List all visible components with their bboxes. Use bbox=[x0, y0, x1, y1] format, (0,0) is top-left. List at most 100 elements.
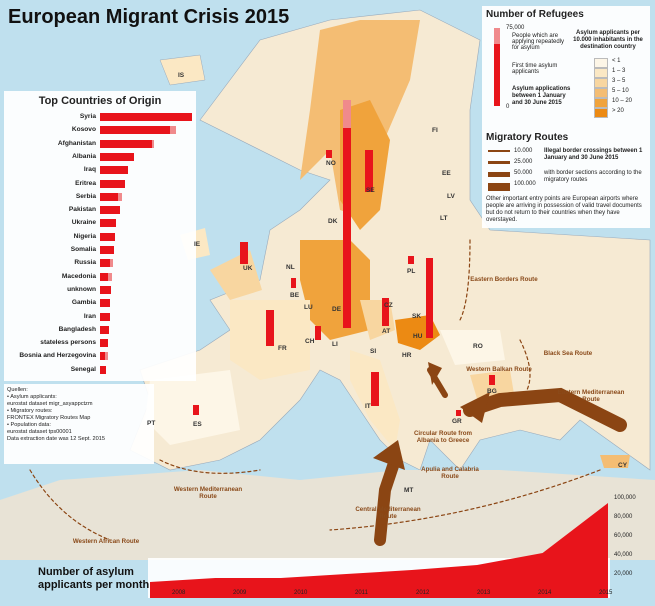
origin-bar-repeat bbox=[108, 272, 112, 281]
country-label: NO bbox=[326, 160, 336, 167]
sources-line: FRONTEX Migratory Routes Map bbox=[7, 415, 91, 421]
origin-bar-first bbox=[100, 272, 108, 281]
sources-line: eurostat dataset migr_asyappctzm bbox=[7, 401, 93, 407]
origin-row: unknown bbox=[4, 284, 196, 297]
origin-row: Senegal bbox=[4, 364, 196, 377]
country-label: PT bbox=[147, 420, 156, 427]
origin-row: Syria bbox=[4, 111, 196, 124]
legend-75000: 75,000 bbox=[506, 25, 525, 31]
crossing-value: 100.000 bbox=[514, 181, 536, 187]
density-class-label: 3 – 5 bbox=[612, 78, 626, 84]
routes-legend-title: Migratory Routes bbox=[486, 132, 569, 143]
timeline-title-line: applicants per month bbox=[38, 579, 150, 591]
origin-row: Macedonia bbox=[4, 271, 196, 284]
timeline-tick-label: 80,000 bbox=[614, 514, 633, 520]
origin-bar-repeat bbox=[118, 192, 122, 201]
origin-country-label: Eritrea bbox=[75, 179, 96, 187]
country-label: AT bbox=[382, 328, 391, 335]
timeline-year-label: 2009 bbox=[233, 590, 247, 596]
country-label: UK bbox=[243, 265, 253, 272]
country-label: FR bbox=[278, 345, 287, 352]
asylum-bars bbox=[193, 100, 495, 416]
origin-country-label: Afghanistan bbox=[57, 139, 96, 147]
country-label: LI bbox=[332, 341, 338, 348]
sources-line: • Migratory routes: bbox=[7, 408, 53, 414]
origin-bar-first bbox=[100, 299, 110, 308]
crossing-line-sample bbox=[488, 161, 510, 164]
crossing-value: 50.000 bbox=[514, 170, 533, 176]
timeline-title-line: Number of asylum bbox=[38, 566, 134, 578]
airport-note: Other important entry points are Europea… bbox=[486, 196, 642, 223]
origin-bar-first bbox=[100, 312, 110, 321]
origin-bar-first bbox=[100, 113, 192, 121]
origin-bar-first bbox=[100, 352, 105, 361]
origin-country-label: Senegal bbox=[70, 365, 96, 373]
origin-row: Kosovo bbox=[4, 124, 196, 137]
route-label: Central Mediterranean Route bbox=[355, 506, 421, 520]
timeline-year-label: 2014 bbox=[538, 590, 552, 596]
sources-line: Data extraction date was 12 Sept. 2015 bbox=[7, 436, 105, 442]
legend-panel: Number of Refugees 75,000 People which a… bbox=[482, 6, 650, 228]
country-label: CZ bbox=[384, 302, 393, 309]
origin-country-label: Iraq bbox=[83, 166, 96, 174]
country-label: CY bbox=[618, 462, 628, 469]
origin-row: Iran bbox=[4, 311, 196, 324]
density-swatch bbox=[594, 78, 608, 88]
country-label: GR bbox=[452, 418, 462, 425]
country-label: IS bbox=[178, 72, 185, 79]
country-label: NL bbox=[286, 264, 295, 271]
density-swatch bbox=[594, 88, 608, 98]
crossing-line-sample bbox=[488, 183, 510, 191]
origin-bar-repeat bbox=[105, 352, 108, 361]
map-title: European Migrant Crisis 2015 bbox=[8, 6, 290, 28]
origin-bar-first bbox=[100, 325, 109, 334]
density-swatch bbox=[594, 98, 608, 108]
timeline-tick-label: 60,000 bbox=[614, 533, 633, 539]
legend-first-label: First time asylum applicants bbox=[512, 63, 558, 75]
origin-bar-repeat bbox=[110, 259, 113, 268]
origin-row: Iraq bbox=[4, 164, 196, 177]
top-countries-of-origin-panel: Top Countries of Origin Syria Kosovo Afgha… bbox=[4, 91, 196, 381]
origin-bar-repeat bbox=[152, 139, 154, 148]
origin-country-label: Pakistan bbox=[68, 206, 96, 214]
origin-row: Pakistan bbox=[4, 204, 196, 217]
timeline-title: Number of asylum applicants per month bbox=[38, 566, 149, 592]
origin-bar-first bbox=[100, 219, 116, 228]
origin-country-label: Ukraine bbox=[71, 219, 96, 227]
timeline-area bbox=[150, 503, 608, 598]
origin-country-label: Bosnia and Herzegovina bbox=[19, 352, 96, 360]
country-label: LT bbox=[440, 215, 448, 222]
origin-heading: Top Countries of Origin bbox=[38, 95, 162, 107]
route-label: Eastern Mediterranean Route bbox=[557, 389, 625, 403]
origin-bar-first bbox=[100, 259, 110, 268]
origin-bar-first bbox=[100, 126, 170, 135]
sources-line: • Asylum applicants: bbox=[7, 394, 57, 400]
origin-row: Ukraine bbox=[4, 217, 196, 230]
country-label: BG bbox=[487, 388, 497, 395]
origin-bar-first bbox=[100, 179, 125, 188]
country-label: EE bbox=[442, 170, 451, 177]
origin-row: Gambia bbox=[4, 297, 196, 310]
density-class-label: 1 – 3 bbox=[612, 68, 626, 74]
refugees-legend-title: Number of Refugees bbox=[486, 9, 584, 20]
timeline-year-label: 2011 bbox=[355, 590, 368, 596]
density-class-label: 10 – 20 bbox=[612, 98, 633, 104]
country-label: BE bbox=[290, 292, 300, 299]
origin-row: Afghanistan bbox=[4, 138, 196, 151]
density-swatch bbox=[594, 68, 608, 78]
density-class-label: > 20 bbox=[612, 108, 624, 114]
legend-bar-sample bbox=[494, 28, 500, 106]
density-swatch bbox=[594, 108, 608, 118]
origin-bar-first bbox=[100, 206, 120, 215]
route-label: Black Sea Route bbox=[543, 350, 593, 357]
density-class-label: < 1 bbox=[612, 58, 621, 64]
density-swatch bbox=[594, 58, 608, 68]
origin-bar-first bbox=[100, 285, 111, 294]
origin-country-label: Gambia bbox=[71, 299, 96, 307]
origin-country-label: stateless persons bbox=[40, 339, 96, 347]
origin-country-label: Bangladesh bbox=[58, 325, 96, 333]
origin-country-label: unknown bbox=[67, 285, 96, 293]
crossing-value: 10.000 bbox=[514, 148, 533, 154]
country-label: ES bbox=[193, 421, 202, 428]
